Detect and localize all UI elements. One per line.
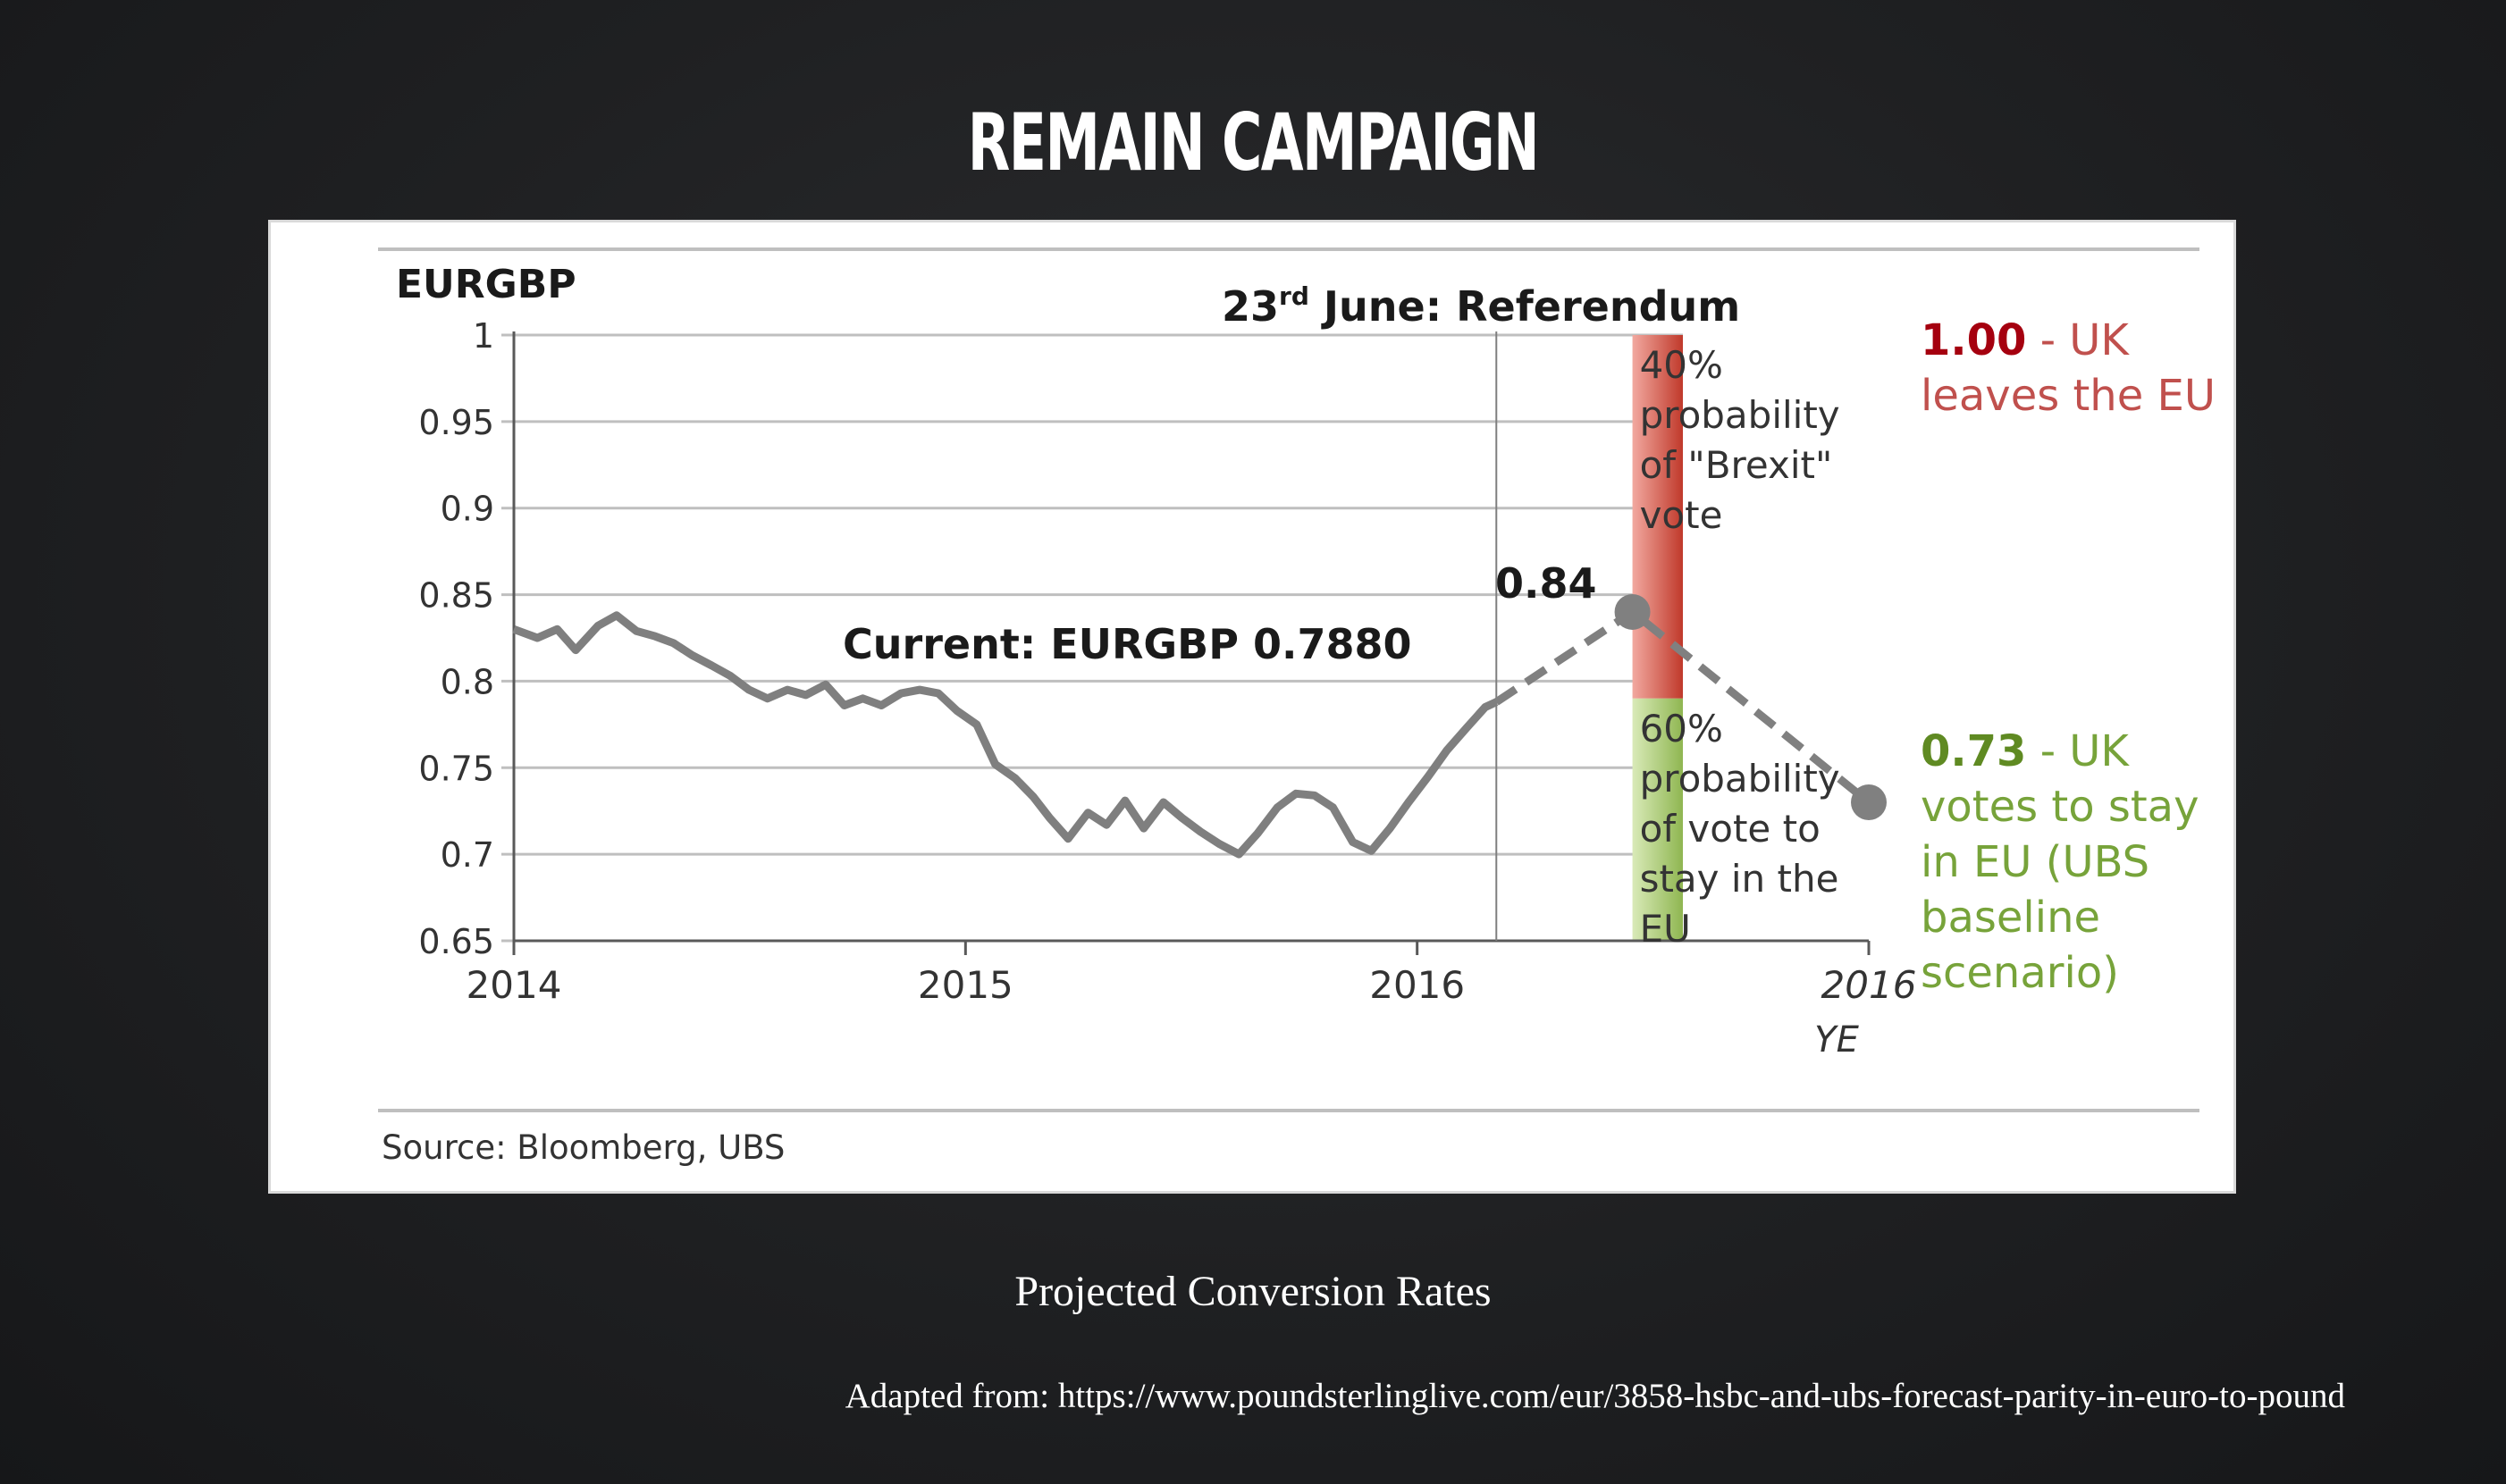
page-title: REMAIN CAMPAIGN [967,96,1540,189]
annotations: 40% probability of "Brexit" vote 60% probabil… [843,281,2216,998]
x-tick-sublabel: YE [1814,1019,1859,1061]
y-tick-label: 0.9 [441,490,494,529]
referendum-value-label: 0.84 [1495,559,1597,608]
chart-panel: 1 0.95 0.9 0.85 0.8 0.75 0.7 0.65 2014 2015 2016 2… [268,220,2236,1194]
series-line-history [512,611,1499,859]
forecast-point [1851,784,1887,821]
current-value-label: Current: EURGBP 0.7880 [843,620,1411,668]
x-tick-label: 2014 [467,963,562,1007]
referendum-label: 23rd June: Referendum [1222,281,1740,331]
source-attribution[interactable]: Adapted from: https://www.poundsterlingl… [845,1377,2345,1415]
outcome-text-remain: 0.73 - UK [1921,726,2130,776]
scenario-text-brexit: of "Brexit" [1640,443,1833,487]
scenario-text-remain: of vote to [1640,807,1821,851]
x-tick-label: 2016 [1821,963,1917,1007]
scenario-text-remain: probability [1640,757,1840,801]
outcome-text-remain: votes to stay [1921,782,2199,832]
scenario-area-remain [1632,698,1683,941]
x-tick-label: 2016 [1369,963,1465,1007]
scenario-text-brexit: 40% [1640,343,1723,387]
outcome-text-remain: scenario) [1921,948,2119,998]
scenario-areas [1632,335,1683,941]
outcome-text-brexit: leaves the EU [1921,371,2216,421]
scenario-text-remain: EU [1640,907,1691,951]
y-tick-label: 0.85 [418,576,494,616]
chart-caption: Projected Conversion Rates [1014,1268,1492,1315]
y-tick-labels: 1 0.95 0.9 0.85 0.8 0.75 0.7 0.65 [418,316,494,961]
axes [512,331,1871,955]
y-tick-label: 0.8 [441,662,494,701]
scenario-area-brexit [1632,335,1683,699]
scenario-text-brexit: probability [1640,393,1840,437]
outcome-text-remain: baseline [1921,893,2100,943]
outcome-text-brexit: 1.00 - UK [1921,315,2130,365]
y-tick-label: 0.75 [418,749,494,788]
chart-source: Source: Bloomberg, UBS [382,1128,785,1167]
x-tick-label: 2015 [918,963,1013,1007]
scenario-text-remain: stay in the [1640,857,1839,901]
chart-title: EURGBP [396,262,576,307]
y-tick-label: 0.95 [418,403,494,442]
y-tick-label: 1 [473,316,494,356]
eurgbp-chart: 10.950.90.850.80.750.70.65 2014 2015 2016 2… [378,247,2216,1167]
forecast-point [1614,593,1651,630]
outcome-text-remain: in EU (UBS [1921,837,2149,887]
series [512,593,1887,859]
scenario-text-brexit: vote [1640,493,1723,537]
x-tick-labels: 2014 2015 2016 2016 YE [467,963,1917,1061]
y-tick-label: 0.7 [441,835,494,875]
scenario-text-remain: 60% [1640,707,1723,750]
y-tick-label: 0.65 [418,922,494,961]
